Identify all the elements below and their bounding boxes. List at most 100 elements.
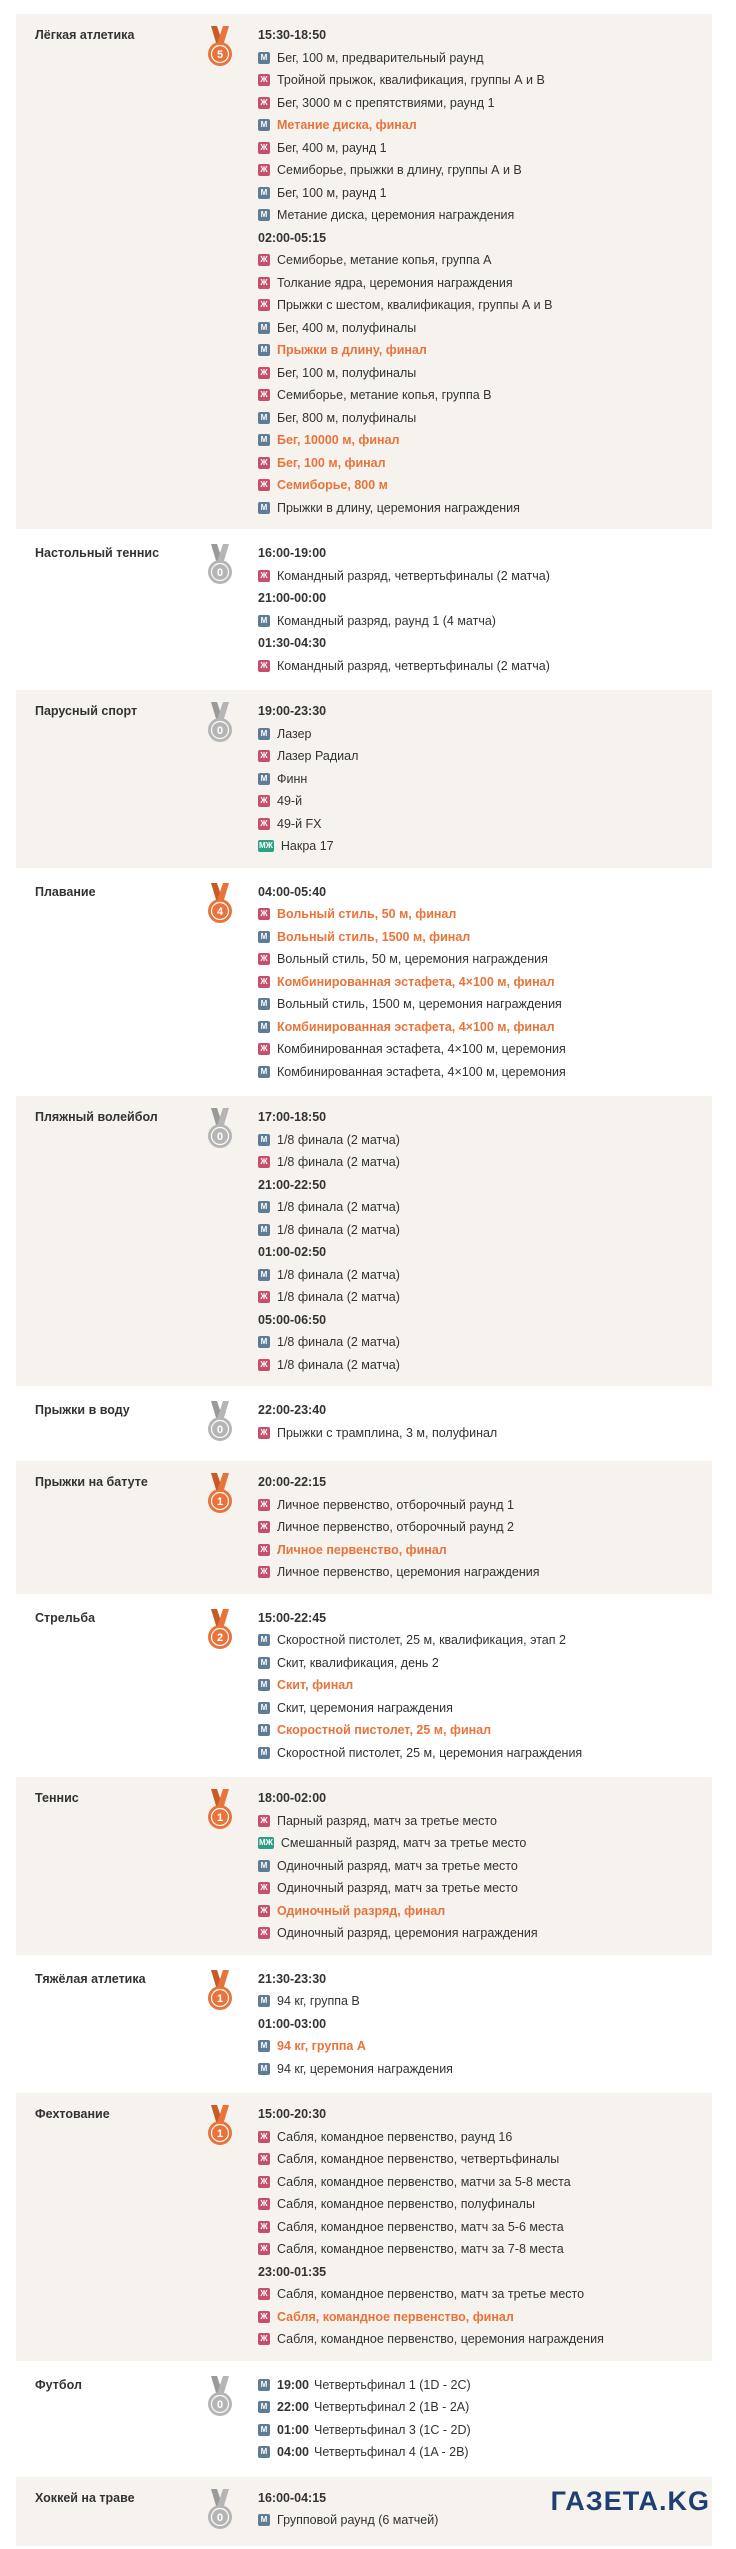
gender-icon: Ж bbox=[258, 1043, 270, 1056]
event-name: Личное первенство, отборочный раунд 2 bbox=[277, 1520, 515, 1534]
event: М Лазер bbox=[258, 723, 712, 746]
medal-count: 5 bbox=[217, 49, 223, 61]
time-slot: 04:00-05:40 bbox=[258, 881, 712, 904]
gender-icon: М bbox=[258, 119, 270, 132]
event: М 19:00 Четвертьфинал 1 (1D - 2C) bbox=[258, 2374, 712, 2397]
medal-ring bbox=[210, 901, 230, 920]
event-name: 1/8 финала (2 матча) bbox=[277, 1335, 400, 1349]
sport-row: Лёгкая атлетика 5 15:30-18:50 М Бег, 100 м, … bbox=[16, 14, 712, 532]
time-slot: 01:30-04:30 bbox=[258, 632, 712, 655]
gender-icon: М bbox=[258, 1223, 270, 1236]
event: Ж Лазер Радиал bbox=[258, 745, 712, 768]
gender-icon: Ж bbox=[258, 1543, 270, 1556]
event: Ж Сабля, командное первенство, финал bbox=[258, 2306, 712, 2329]
schedule: 18:00-02:00 Ж Парный разряд, матч за треть… bbox=[258, 1787, 712, 1945]
medal-count: 0 bbox=[217, 1424, 223, 1436]
schedule: 04:00-05:40 Ж Вольный стиль, 50 м, финал М В… bbox=[258, 881, 712, 1084]
gender-icon: М bbox=[258, 1020, 270, 1033]
sport-row: Прыжки в воду 0 22:00-23:40 Ж Прыжки с трамп… bbox=[16, 1389, 712, 1461]
gender-icon: Ж bbox=[258, 659, 270, 672]
time: 15:00-22:45 bbox=[258, 1610, 327, 1625]
event-name: Бег, 10000 м, финал bbox=[277, 433, 400, 447]
schedule: 22:00-23:40 Ж Прыжки с трамплина, 3 м, пол… bbox=[258, 1399, 712, 1448]
event-name: Прыжки в длину, финал bbox=[277, 343, 427, 357]
gender-icon: Ж bbox=[258, 1904, 270, 1917]
medal-cell: 1 bbox=[203, 2103, 258, 2351]
gender-icon: Ж bbox=[258, 254, 270, 267]
event: М Одиночный разряд, матч за третье место bbox=[258, 1855, 712, 1878]
event-name: Скоростной пистолет, 25 м, квалификация,… bbox=[277, 1633, 566, 1647]
gender-icon: М bbox=[258, 2514, 270, 2527]
gender-icon: Ж bbox=[258, 389, 270, 402]
event-name: Комбинированная эстафета, 4×100 м, финал bbox=[277, 1019, 555, 1034]
event: М Комбинированная эстафета, 4×100 м, фина… bbox=[258, 1016, 712, 1039]
medal-count: 0 bbox=[217, 2512, 223, 2524]
sport-row: Футбол 0 М 19:00 Четвертьфинал 1 (1D - 2C) М 2… bbox=[16, 2364, 712, 2477]
schedule: 19:00-23:30 М Лазер Ж Лазер Радиал М Финн Ж 49-й… bbox=[258, 700, 712, 858]
ribbon bbox=[217, 702, 229, 722]
event-name: Бег, 3000 м с препятствиями, раунд 1 bbox=[277, 95, 495, 110]
gender-icon: М bbox=[258, 727, 270, 740]
medal-icon: 0 bbox=[208, 2375, 232, 2416]
medal-count: 1 bbox=[217, 1812, 223, 1824]
event: М 94 кг, группа А bbox=[258, 2035, 712, 2058]
sport-row: Плавание 4 04:00-05:40 Ж Вольный стиль, 50 м… bbox=[16, 871, 712, 1096]
gender-icon: Ж bbox=[258, 2220, 270, 2233]
time-slot: 15:00-22:45 bbox=[258, 1607, 712, 1630]
medal-icon: 0 bbox=[208, 1401, 232, 1441]
event-name: Прыжки с шестом, квалификация, группы А … bbox=[277, 298, 553, 312]
medal-count: 0 bbox=[217, 2399, 223, 2411]
event: Ж Сабля, командное первенство, раунд 16 bbox=[258, 2126, 712, 2149]
event-name: Вольный стиль, 50 м, финал bbox=[277, 907, 457, 921]
event-name: Одиночный разряд, матч за третье место bbox=[277, 1858, 518, 1873]
medal-ring bbox=[210, 2394, 230, 2413]
time: 01:00-03:00 bbox=[258, 2016, 327, 2031]
event-name: Вольный стиль, 1500 м, церемония награжд… bbox=[277, 997, 562, 1011]
medal-ring bbox=[210, 1627, 230, 1646]
event-name: Командный разряд, четвертьфиналы (2 матч… bbox=[277, 568, 550, 583]
event-name: 1/8 финала (2 матча) bbox=[277, 1155, 400, 1169]
gender-icon: Ж bbox=[258, 1882, 270, 1895]
event-name: Метание диска, церемония награждения bbox=[277, 208, 515, 222]
gender-icon: М bbox=[258, 321, 270, 334]
event-name: Командный разряд, раунд 1 (4 матча) bbox=[277, 613, 496, 628]
event: М 1/8 финала (2 матча) bbox=[258, 1264, 712, 1287]
schedule: 15:00-22:45 М Скоростной пистолет, 25 м, к… bbox=[258, 1607, 712, 1765]
event: М Бег, 400 м, полуфиналы bbox=[258, 317, 712, 340]
schedule-table: Лёгкая атлетика 5 15:30-18:50 М Бег, 100 м, … bbox=[16, 14, 712, 2549]
sport-name: Тяжёлая атлетика bbox=[35, 1971, 146, 1986]
gender-icon: М bbox=[258, 2401, 270, 2414]
event-name: Бег, 100 м, финал bbox=[277, 455, 386, 470]
time: 16:00-19:00 bbox=[258, 546, 327, 560]
gender-icon: Ж bbox=[258, 953, 270, 966]
event: М 94 кг, группа В bbox=[258, 1990, 712, 2013]
medal-icon: 0 bbox=[208, 1108, 232, 1148]
event: Ж Прыжки с трамплина, 3 м, полуфинал bbox=[258, 1422, 712, 1445]
event-name: Метание диска, финал bbox=[277, 118, 417, 132]
event: Ж 49-й FX bbox=[258, 813, 712, 836]
gender-icon: Ж bbox=[258, 456, 270, 469]
event-name: Личное первенство, финал bbox=[277, 1542, 447, 1557]
event: М Метание диска, финал bbox=[258, 114, 712, 137]
time-slot: 20:00-22:15 bbox=[258, 1471, 712, 1494]
time: 18:00-02:00 bbox=[258, 1791, 327, 1805]
event-name: Смешанный разряд, матч за третье место bbox=[280, 1836, 527, 1850]
event: Ж Командный разряд, четвертьфиналы (2 мат… bbox=[258, 655, 712, 678]
gender-icon: Ж bbox=[258, 1927, 270, 1940]
gender-icon: Ж bbox=[258, 2175, 270, 2188]
schedule: 15:00-20:30 Ж Сабля, командное первенство,… bbox=[258, 2103, 712, 2351]
gender-icon: Ж bbox=[258, 2130, 270, 2143]
event: Ж Сабля, командное первенство, матч за 5-… bbox=[258, 2216, 712, 2239]
sport-row: Парусный спорт 0 19:00-23:30 М Лазер Ж Лазер Р… bbox=[16, 690, 712, 871]
event-name: Тройной прыжок, квалификация, группы А и… bbox=[277, 73, 545, 87]
event: М Метание диска, церемония награждения bbox=[258, 204, 712, 227]
event-time: 22:00 bbox=[277, 2400, 309, 2414]
event: М Скоростной пистолет, 25 м, финал bbox=[258, 1719, 712, 1742]
sport-name: Стрельба bbox=[35, 1610, 96, 1625]
event: Ж Сабля, командное первенство, полуфиналы bbox=[258, 2193, 712, 2216]
event-name: Вольный стиль, 1500 м, финал bbox=[277, 929, 471, 944]
event-name: Финн bbox=[277, 771, 308, 786]
time-slot: 23:00-01:35 bbox=[258, 2261, 712, 2284]
event: Ж Бег, 400 м, раунд 1 bbox=[258, 137, 712, 160]
ribbon bbox=[217, 1401, 229, 1421]
